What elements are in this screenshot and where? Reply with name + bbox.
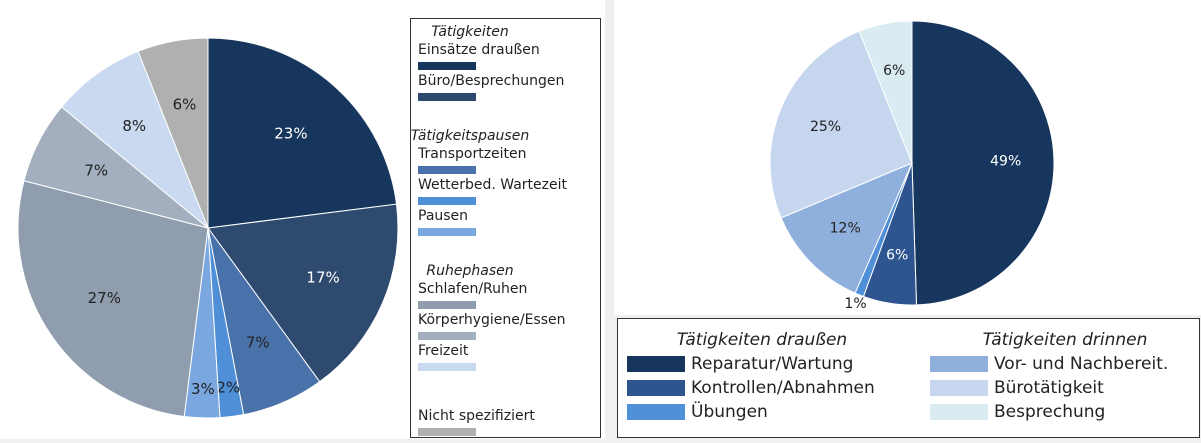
data-label: 12% (830, 221, 861, 237)
legend-swatch (930, 404, 988, 420)
data-label: 49% (990, 154, 1021, 170)
legend-swatch (418, 197, 476, 205)
legend-swatch (627, 380, 685, 396)
legend-heading: Ruhephasen (426, 263, 513, 279)
legend-label: Besprechung (994, 402, 1105, 422)
legend-heading: Tätigkeiten draußen (677, 330, 847, 350)
legend-heading: Tätigkeitspausen (411, 128, 529, 144)
legend-swatch (418, 332, 476, 340)
legend-swatch (418, 228, 476, 236)
data-label: 2% (216, 379, 240, 397)
pie-slice (207, 37, 398, 229)
legend-label: Bürotätigkeit (994, 378, 1104, 398)
legend-label: Einsätze draußen (418, 42, 540, 58)
legend-label: Freizeit (418, 343, 469, 359)
legend-heading: Tätigkeiten drinnen (983, 330, 1148, 350)
legend-label: Körperhygiene/Essen (418, 312, 566, 328)
legend-swatch (418, 428, 476, 436)
data-label: 6% (883, 63, 905, 79)
data-label: 6% (173, 95, 197, 113)
data-label: 27% (88, 289, 121, 307)
legend-label: Kontrollen/Abnahmen (691, 378, 875, 398)
pie-slice (769, 30, 913, 219)
data-label: 17% (306, 268, 339, 286)
data-label: 1% (844, 296, 866, 312)
legend-label: Nicht spezifiziert (418, 408, 535, 424)
data-label: 3% (191, 380, 215, 398)
legend-swatch (930, 380, 988, 396)
legend-swatch (418, 62, 476, 70)
legend-label: Transportzeiten (417, 146, 527, 162)
legend-swatch (418, 166, 476, 174)
legend-heading: Tätigkeiten (431, 24, 509, 40)
legend-swatch (418, 363, 476, 371)
legend-label: Pausen (418, 208, 468, 224)
data-label: 7% (246, 334, 270, 352)
legend-label: Reparatur/Wartung (691, 354, 853, 374)
data-label: 6% (886, 248, 908, 264)
data-label: 23% (274, 124, 307, 142)
pie-slice (780, 162, 913, 294)
legend-swatch (627, 404, 685, 420)
pie-slice (911, 20, 1055, 306)
pie-slice (207, 203, 399, 383)
pie-slice (137, 37, 209, 229)
legend-label: Übungen (691, 400, 768, 422)
legend-box (617, 318, 1200, 438)
data-label: 7% (84, 162, 108, 180)
legend-swatch (418, 93, 476, 101)
data-label: 8% (122, 117, 146, 135)
legend-label: Schlafen/Ruhen (418, 281, 527, 297)
legend-label: Büro/Besprechungen (418, 73, 564, 89)
pie-slice (858, 20, 913, 164)
legend-label: Vor- und Nachbereit. (994, 354, 1168, 374)
legend-swatch (930, 356, 988, 372)
legend-label: Wetterbed. Wartezeit (418, 177, 568, 193)
pie-slice (60, 50, 209, 229)
legend-swatch (418, 301, 476, 309)
pie-slice (17, 180, 209, 418)
data-label: 25% (810, 119, 841, 135)
legend-swatch (627, 356, 685, 372)
